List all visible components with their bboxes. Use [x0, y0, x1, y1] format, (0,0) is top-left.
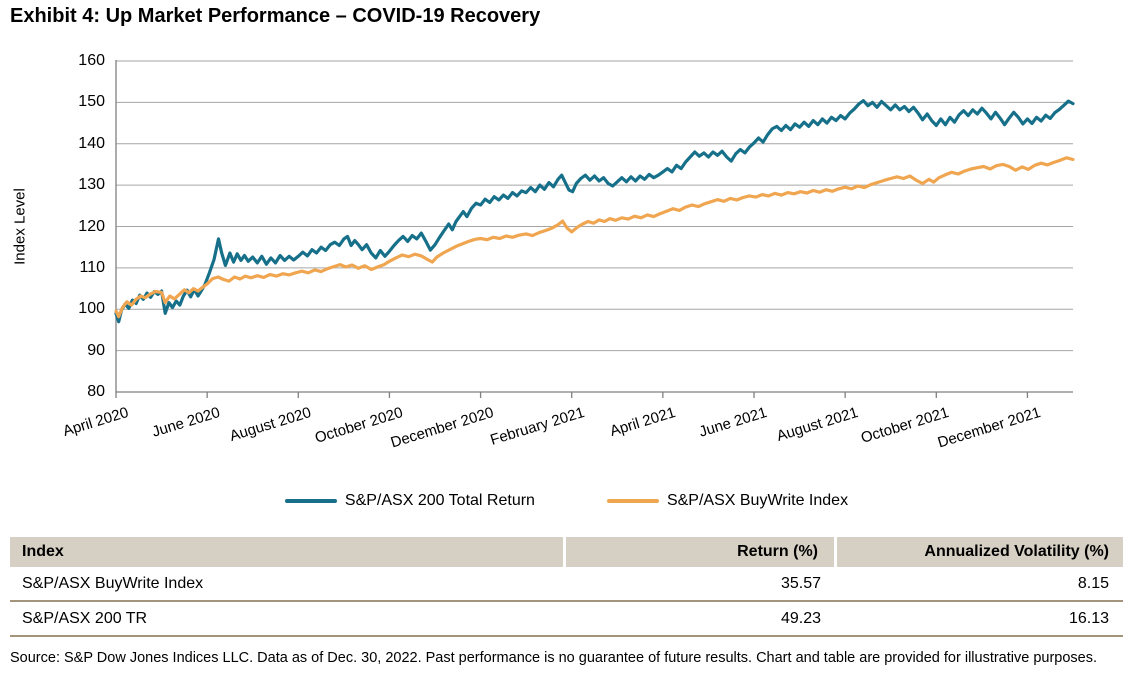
y-tick-label: 90	[87, 341, 105, 359]
table-header-return: Return (%)	[563, 537, 834, 567]
y-tick-label: 150	[78, 93, 105, 111]
y-tick-label: 80	[87, 383, 105, 400]
table-header-row: Index Return (%) Annualized Volatility (…	[10, 537, 1123, 567]
performance-table: Index Return (%) Annualized Volatility (…	[10, 537, 1123, 637]
table-cell-volatility: 16.13	[837, 602, 1123, 635]
asx200-line-swatch	[284, 499, 337, 503]
legend-label-asx200: S&P/ASX 200 Total Return	[344, 492, 535, 509]
legend-label-buywrite: S&P/ASX BuyWrite Index	[666, 492, 849, 509]
table-cell-index: S&P/ASX BuyWrite Index	[10, 567, 569, 600]
table-cell-return: 35.57	[569, 567, 837, 600]
y-tick-label: 100	[78, 300, 105, 318]
table-cell-volatility: 8.15	[837, 567, 1123, 600]
table-cell-index: S&P/ASX 200 TR	[10, 602, 569, 635]
legend-item-buywrite: S&P/ASX BuyWrite Index	[606, 492, 849, 510]
table-row: S&P/ASX 200 TR 49.23 16.13	[10, 602, 1123, 637]
legend-item-asx200: S&P/ASX 200 Total Return	[284, 492, 535, 510]
table-cell-return: 49.23	[569, 602, 837, 635]
y-tick-label: 130	[78, 176, 105, 194]
y-tick-label: 120	[78, 217, 105, 235]
page-title: Exhibit 4: Up Market Performance – COVID…	[10, 5, 541, 27]
table-header-volatility: Annualized Volatility (%)	[834, 537, 1123, 567]
buywrite-line-swatch	[606, 499, 659, 503]
y-tick-label: 160	[78, 52, 105, 69]
chart-canvas	[114, 60, 1075, 398]
chart-legend: S&P/ASX 200 Total Return S&P/ASX BuyWrit…	[0, 492, 1133, 510]
source-note: Source: S&P Dow Jones Indices LLC. Data …	[10, 650, 1098, 666]
table-header-index: Index	[10, 537, 563, 567]
y-tick-label: 110	[79, 258, 105, 276]
y-tick-label: 140	[78, 134, 105, 152]
table-row: S&P/ASX BuyWrite Index 35.57 8.15	[10, 567, 1123, 602]
